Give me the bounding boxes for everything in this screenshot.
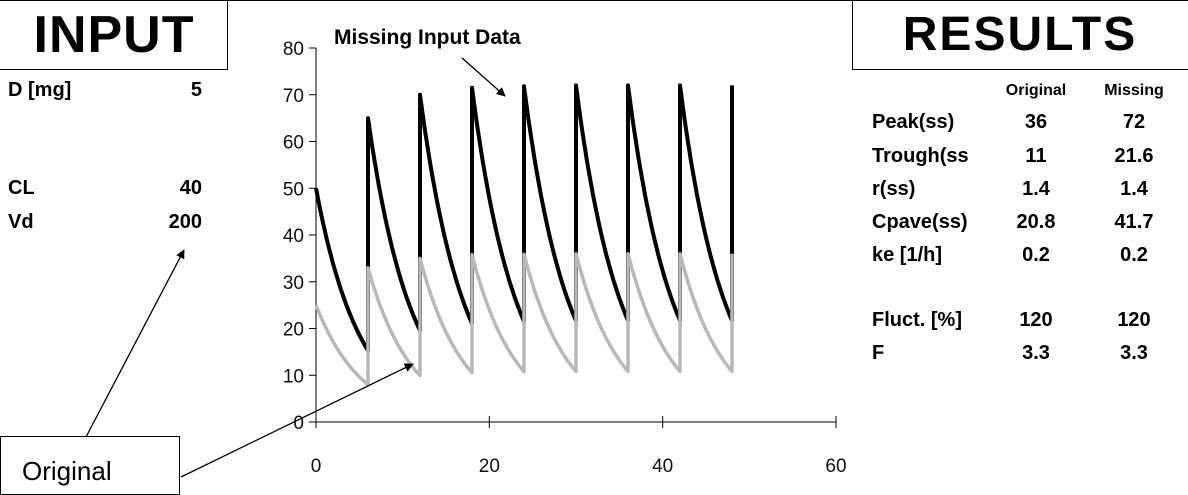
param-value-cl: 40 (179, 177, 202, 199)
y-tick-label: 10 (283, 366, 304, 387)
param-value-dose: 5 (190, 79, 202, 101)
top-border (0, 0, 1188, 1)
x-tick-label: 20 (479, 456, 500, 477)
result-missing-ke: 0.2 (1120, 244, 1148, 266)
callout-label: Original (22, 456, 112, 486)
result-missing-peak: 72 (1122, 111, 1146, 133)
y-tick-label: 60 (283, 133, 304, 154)
x-tick-label: 60 (825, 456, 846, 477)
result-name-trough: Trough(ss (872, 145, 969, 167)
chart-series (314, 83, 734, 387)
series-line-missing (314, 83, 734, 353)
result-missing-cpave: 41.7 (1114, 211, 1154, 233)
y-tick-label: 50 (283, 179, 304, 200)
x-tick-label: 0 (311, 456, 322, 477)
chart-axes: 0 10 20 30 40 50 60 70 80 0 20 40 60 (283, 39, 847, 477)
param-name-dose: D [mg] (8, 79, 72, 101)
result-name-fluct: Fluct. [%] (872, 309, 962, 331)
result-original-ke: 0.2 (1022, 244, 1050, 266)
missing-data-arrow (461, 57, 506, 97)
param-name-vd: Vd (8, 211, 34, 233)
result-missing-fluct: 120 (1117, 309, 1151, 331)
result-missing-trough: 21.6 (1114, 145, 1154, 167)
result-original-trough: 11 (1025, 145, 1047, 167)
y-tick-label: 30 (283, 273, 304, 294)
result-missing-r: 1.4 (1120, 178, 1148, 200)
series-line-original (314, 251, 734, 387)
result-original-f: 3.3 (1022, 342, 1050, 364)
result-name-f: F (872, 342, 885, 364)
chart-annotations (85, 57, 506, 478)
chart-annotation-missing: Missing Input Data (334, 26, 521, 49)
y-tick-label: 80 (283, 39, 304, 60)
result-original-cpave: 20.8 (1016, 211, 1056, 233)
x-tick-label: 40 (652, 456, 673, 477)
result-original-peak: 36 (1024, 111, 1048, 133)
result-name-r: r(ss) (872, 178, 916, 200)
y-tick-label: 70 (283, 86, 304, 107)
result-name-cpave: Cpave(ss) (872, 211, 968, 233)
results-col-missing: Missing (1104, 82, 1164, 99)
param-name-cl: CL (8, 177, 35, 199)
results-title-box (852, 0, 1188, 70)
param-value-vd: 200 (168, 211, 202, 233)
callout-arrow-input (85, 249, 185, 438)
callout-box (0, 436, 180, 495)
y-tick-label: 40 (283, 226, 304, 247)
result-missing-f: 3.3 (1120, 342, 1148, 364)
results-col-original: Original (1005, 82, 1067, 99)
y-tick-label: 20 (283, 320, 304, 341)
y-tick-label: 0 (293, 413, 304, 434)
result-original-fluct: 120 (1019, 309, 1053, 331)
result-name-peak: Peak(ss) (872, 111, 955, 133)
results-title: RESULTS (902, 8, 1138, 61)
result-original-r: 1.4 (1022, 178, 1050, 200)
input-title: INPUT (33, 6, 195, 64)
input-title-box (0, 0, 228, 70)
result-name-ke: ke [1/h] (872, 244, 943, 266)
callout-arrow-original (180, 363, 414, 478)
